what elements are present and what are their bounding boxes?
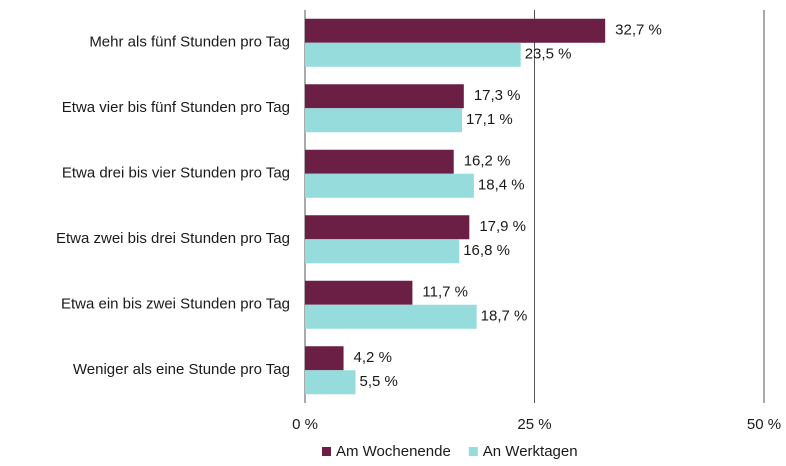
bar — [305, 149, 454, 174]
y-tick-label: Etwa ein bis zwei Stunden pro Tag — [61, 296, 290, 313]
y-tick-label: Etwa vier bis fünf Stunden pro Tag — [62, 99, 290, 116]
value-label: 18,7 % — [481, 308, 528, 325]
value-label: 17,9 % — [479, 218, 526, 235]
value-label: 17,3 % — [474, 87, 521, 104]
bar — [305, 370, 356, 395]
bar — [305, 239, 460, 264]
value-label: 32,7 % — [615, 22, 662, 39]
bar — [305, 173, 474, 198]
value-label: 4,2 % — [354, 349, 392, 366]
legend-swatch — [468, 447, 478, 456]
y-tick-label: Mehr als fünf Stunden pro Tag — [89, 34, 290, 51]
bar — [305, 346, 344, 371]
value-label: 11,7 % — [422, 284, 468, 301]
y-tick-label: Weniger als eine Stunde pro Tag — [73, 361, 290, 378]
bar — [305, 108, 462, 133]
bar — [305, 18, 606, 43]
value-label: 17,1 % — [466, 111, 513, 128]
legend-label: Am Wochenende — [336, 443, 451, 460]
x-tick-label: 0 % — [292, 416, 318, 433]
value-label: 16,8 % — [463, 242, 510, 259]
legend-swatch — [322, 447, 331, 456]
x-tick-label: 50 % — [747, 416, 781, 433]
y-tick-label: Etwa zwei bis drei Stunden pro Tag — [56, 230, 290, 247]
y-tick-label: Etwa drei bis vier Stunden pro Tag — [62, 165, 290, 182]
bar — [305, 304, 477, 329]
legend-label: An Werktagen — [483, 443, 578, 460]
value-label: 18,4 % — [478, 177, 525, 194]
x-tick-label: 25 % — [517, 416, 551, 433]
bar — [305, 42, 521, 67]
bar — [305, 215, 470, 240]
bar — [305, 84, 464, 109]
value-label: 23,5 % — [525, 46, 572, 63]
value-label: 5,5 % — [359, 373, 397, 390]
value-label: 16,2 % — [464, 153, 511, 170]
bar — [305, 280, 413, 305]
